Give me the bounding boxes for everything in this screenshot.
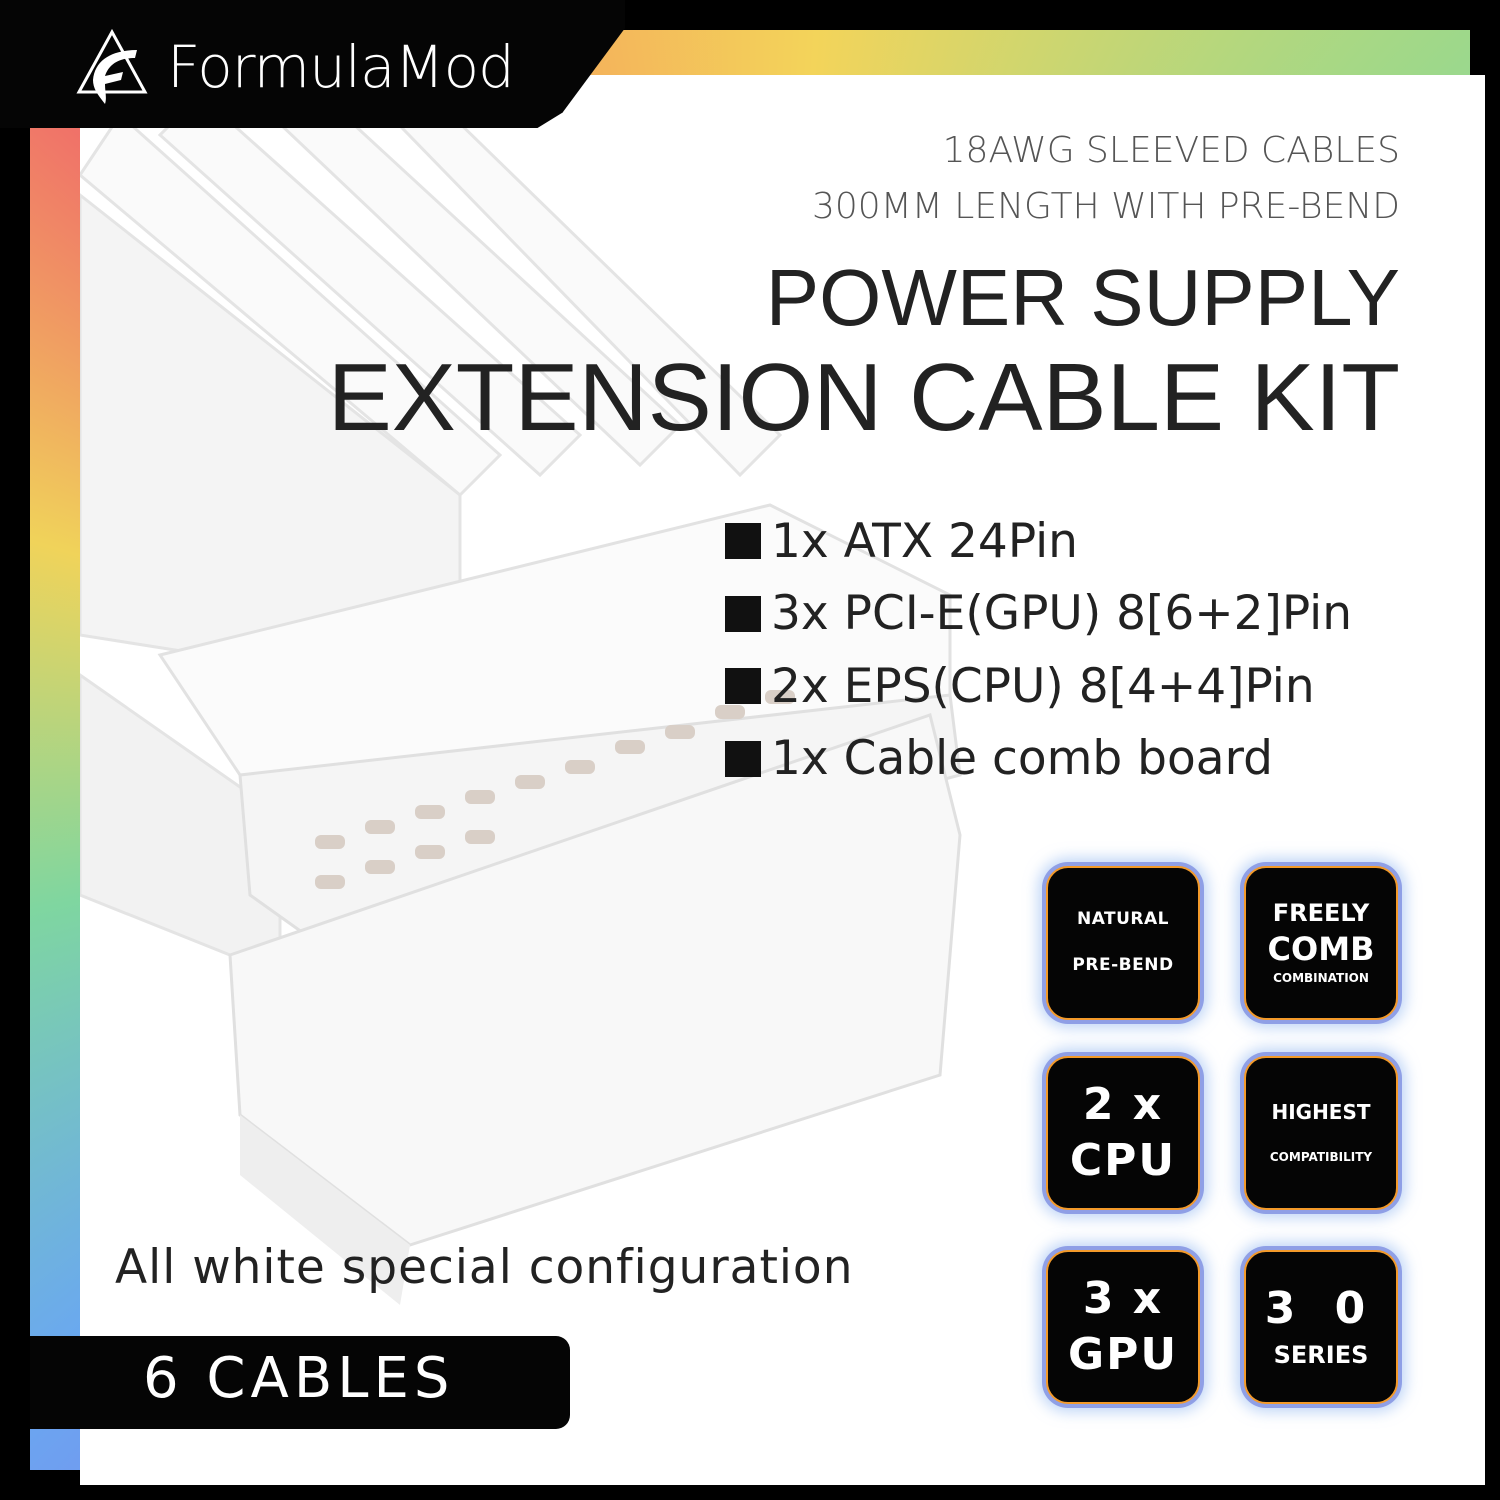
badge-text: GPU	[1067, 1329, 1179, 1380]
badge-gpu: 3 x GPU	[1046, 1250, 1200, 1404]
list-item-label: 1x ATX 24Pin	[771, 513, 1078, 569]
badge-comb: FREELY COMB COMBINATION	[1244, 866, 1398, 1020]
badge-cpu: 2 x CPU	[1046, 1056, 1200, 1210]
badge-text: 3 x	[1082, 1272, 1164, 1324]
badge-text: 2 x	[1082, 1078, 1164, 1130]
list-item-label: 2x EPS(CPU) 8[4+4]Pin	[771, 658, 1315, 714]
kit-contents-list: 1x ATX 24Pin 3x PCI-E(GPU) 8[6+2]Pin 2x …	[725, 505, 1352, 795]
bullet-square-icon	[725, 740, 761, 777]
badge-text: COMPATIBILITY	[1269, 1150, 1373, 1165]
title-line-2: EXTENSION CABLE KIT	[327, 344, 1400, 451]
cable-count-bar: 6 CABLES	[30, 1336, 570, 1429]
badge-text: HIGHEST	[1271, 1100, 1371, 1125]
badge-text: SERIES	[1273, 1340, 1369, 1369]
badge-30-series: 3 0 SERIES	[1244, 1250, 1398, 1404]
badge-text: COMBINATION	[1273, 971, 1369, 986]
list-item: 1x Cable comb board	[725, 723, 1352, 796]
cable-product-image	[80, 75, 962, 1305]
badge-text: COMB	[1267, 929, 1375, 968]
badge-text: CPU	[1069, 1135, 1177, 1186]
triangle-f-logo-icon	[76, 28, 148, 104]
spec-line-length: 300MM LENGTH WITH PRE-BEND	[812, 186, 1400, 227]
bullet-square-icon	[725, 523, 761, 560]
spec-line-gauge: 18AWG SLEEVED CABLES	[942, 130, 1400, 171]
bullet-square-icon	[725, 668, 761, 705]
list-item: 1x ATX 24Pin	[725, 505, 1352, 578]
list-item: 3x PCI-E(GPU) 8[6+2]Pin	[725, 578, 1352, 651]
brand-logo: FormulaMod	[75, 28, 515, 106]
tagline: All white special configuration	[115, 1240, 854, 1295]
badge-pre-bend: NATURAL PRE-BEND	[1046, 866, 1200, 1020]
rainbow-frame	[30, 30, 1485, 1485]
bullet-square-icon	[725, 595, 761, 632]
list-item: 2x EPS(CPU) 8[4+4]Pin	[725, 650, 1352, 723]
badge-text: 3 0	[1264, 1283, 1378, 1335]
cable-count: 6 CABLES	[143, 1346, 455, 1411]
badge-compatibility: HIGHEST COMPATIBILITY	[1244, 1056, 1398, 1210]
product-canvas	[80, 75, 1485, 1485]
badge-text: FREELY	[1272, 899, 1370, 928]
title-line-1: POWER SUPPLY	[765, 253, 1400, 342]
list-item-label: 3x PCI-E(GPU) 8[6+2]Pin	[771, 586, 1353, 642]
badge-text: NATURAL	[1076, 909, 1170, 930]
brand-header-bar: FormulaMod	[0, 0, 625, 128]
brand-name: FormulaMod	[167, 33, 515, 101]
badge-text: PRE-BEND	[1072, 955, 1174, 975]
list-item-label: 1x Cable comb board	[771, 731, 1273, 787]
